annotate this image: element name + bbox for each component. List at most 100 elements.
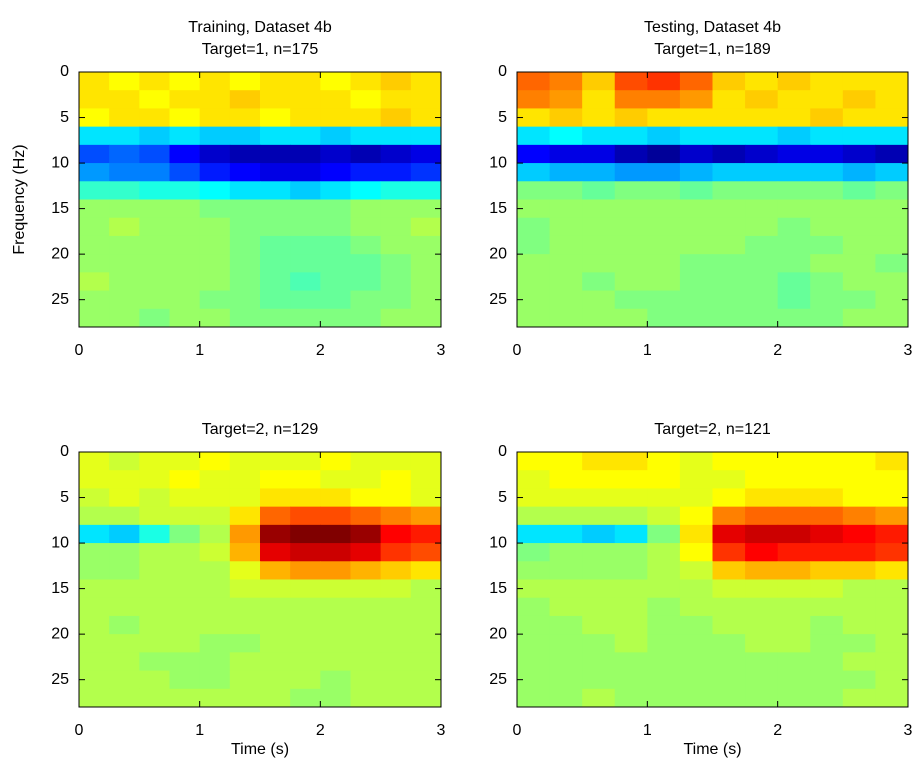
heatmap-cell (410, 506, 442, 526)
x-tick-label: 1 (643, 722, 652, 739)
y-tick-label: 25 (51, 291, 69, 308)
heatmap-cell (380, 308, 412, 328)
heatmap-cell (647, 90, 681, 109)
heatmap-cell (647, 308, 681, 328)
heatmap-cell (517, 470, 551, 489)
heatmap-cell (320, 688, 351, 708)
heatmap-cell (139, 452, 170, 471)
heatmap-cell (810, 670, 844, 690)
heatmap-cell (582, 235, 616, 255)
heatmap-cell (777, 126, 811, 146)
heatmap-cell (290, 181, 321, 200)
heatmap-cell (380, 90, 412, 109)
heatmap-cell (679, 72, 713, 91)
heatmap-cell (320, 181, 351, 200)
heatmap-cell (647, 163, 681, 182)
heatmap-cell (290, 634, 321, 653)
heatmap-cell (517, 163, 551, 182)
heatmap-cell (582, 144, 616, 164)
heatmap-cell (199, 163, 231, 182)
heatmap-cell (290, 235, 321, 255)
heatmap-cell (875, 597, 909, 617)
heatmap-cell (875, 108, 909, 128)
heatmap-cell (109, 217, 140, 237)
heatmap-cell (875, 163, 909, 182)
heatmap-cell (549, 670, 583, 690)
heatmap-cell (842, 561, 876, 580)
heatmap-cell (290, 72, 321, 91)
heatmap-cell (810, 90, 844, 109)
heatmap-cell (549, 615, 583, 635)
heatmap-cell (614, 506, 648, 526)
heatmap-cell (777, 543, 811, 562)
heatmap-cell (582, 561, 616, 580)
heatmap-cell (679, 290, 713, 310)
heatmap-cell (745, 543, 779, 562)
y-tick-label: 25 (489, 291, 507, 308)
heatmap-cell (260, 163, 291, 182)
y-tick-label: 10 (489, 534, 507, 551)
axes-box (516, 71, 909, 328)
heatmap-cell (199, 670, 231, 690)
heatmap-cell (679, 688, 713, 708)
heatmap-cell (169, 470, 201, 489)
heatmap-cell (679, 181, 713, 200)
heatmap-cell (79, 670, 110, 690)
heatmap-cell (842, 524, 876, 544)
heatmap-cell (810, 181, 844, 200)
x-tick-label: 0 (513, 722, 522, 739)
heatmap-cell (842, 506, 876, 526)
heatmap-cell (169, 652, 201, 672)
heatmap-cell (614, 579, 648, 599)
heatmap-cell (109, 199, 140, 219)
heatmap-cell (745, 506, 779, 526)
heatmap-cell (290, 217, 321, 237)
heatmap-cell (842, 488, 876, 508)
heatmap-cell (777, 688, 811, 708)
heatmap-cell (614, 126, 648, 146)
heatmap-cell (549, 272, 583, 292)
heatmap-cell (517, 597, 551, 617)
heatmap-cell (380, 561, 412, 580)
heatmap-cell (79, 561, 110, 580)
heatmap-cell (139, 126, 170, 146)
heatmap-cell (380, 470, 412, 489)
heatmap-cell (290, 597, 321, 617)
x-tick-label: 0 (513, 342, 522, 359)
heatmap-cell (290, 452, 321, 471)
heatmap-cell (229, 254, 261, 273)
heatmap-cell (549, 561, 583, 580)
heatmap-cell (875, 72, 909, 91)
heatmap-cell (712, 181, 746, 200)
heatmap-cell (549, 108, 583, 128)
heatmap-cell (517, 199, 551, 219)
heatmap-cell (229, 688, 261, 708)
heatmap-cell (260, 688, 291, 708)
heatmap-cell (290, 579, 321, 599)
heatmap-cell (380, 290, 412, 310)
heatmap-cell (712, 470, 746, 489)
heatmap-cell (582, 90, 616, 109)
heatmap-cell (169, 452, 201, 471)
heatmap-cell (380, 144, 412, 164)
heatmap-cell (109, 688, 140, 708)
y-axis-label: Frequency (Hz) (11, 144, 28, 254)
heatmap-cell (260, 290, 291, 310)
heatmap-cell (79, 615, 110, 635)
y-tick-label: 5 (498, 489, 507, 506)
heatmap-cell (582, 308, 616, 328)
heatmap-cell (842, 108, 876, 128)
heatmap-cell (229, 597, 261, 617)
heatmap-cell (410, 470, 442, 489)
heatmap-cell (712, 652, 746, 672)
heatmap-cell (380, 126, 412, 146)
heatmap-cell (745, 488, 779, 508)
heatmap-cell (169, 543, 201, 562)
heatmap-cell (320, 254, 351, 273)
heatmap-cell (79, 290, 110, 310)
heatmap-cell (380, 634, 412, 653)
y-tick-label: 25 (51, 671, 69, 688)
heatmap-cell (842, 217, 876, 237)
heatmap-cell (410, 144, 442, 164)
heatmap-cell (350, 506, 382, 526)
